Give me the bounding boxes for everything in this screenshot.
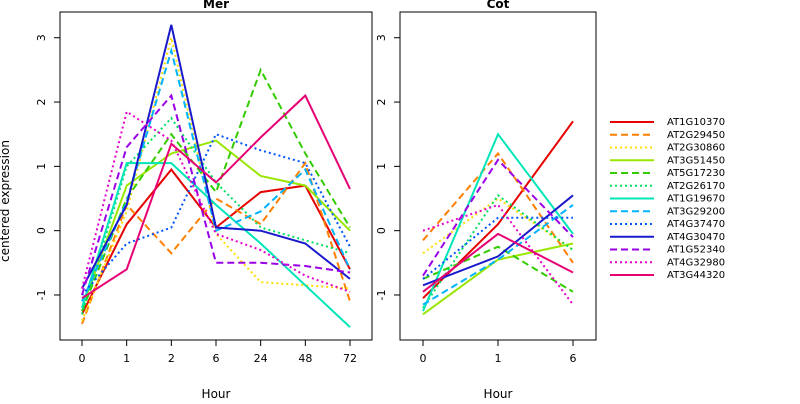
legend-label: AT1G52340	[667, 245, 725, 256]
y-tick-label: 1	[35, 163, 48, 170]
x-tick-label: 24	[254, 352, 268, 365]
x-tick-label: 72	[343, 352, 357, 365]
plot-frame	[59, 11, 373, 341]
legend-label: AT3G29200	[667, 206, 725, 217]
y-tick-label: 3	[375, 34, 388, 41]
series-line-at5g17230	[422, 245, 574, 293]
y-tick-label: 2	[375, 99, 388, 106]
legend-label: AT2G30860	[667, 143, 725, 154]
series-line-at3g29200	[422, 204, 574, 306]
series-line-at2g26170	[422, 193, 574, 309]
series-line-at2g29450	[81, 160, 351, 325]
x-tick-label: 0	[79, 352, 86, 365]
series-line-at3g44320	[81, 93, 351, 300]
panel-title: Cot	[487, 0, 510, 11]
x-tick-label: 48	[298, 352, 312, 365]
x-axis-label: Hour	[484, 387, 513, 400]
x-tick-label: 0	[420, 352, 427, 365]
series-line-at2g29450	[422, 151, 574, 264]
legend-label: AT2G29450	[667, 130, 725, 141]
y-tick-label: -1	[35, 289, 48, 300]
y-tick-label: 0	[35, 227, 48, 234]
legend-label: AT1G10370	[667, 117, 725, 128]
x-axis-label: Hour	[202, 387, 231, 400]
series-line-at3g44320	[422, 232, 574, 293]
x-tick-label: 6	[570, 352, 577, 365]
series-line-at1g19670	[422, 132, 574, 312]
series-line-at1g10370	[422, 120, 574, 299]
legend-label: AT5G17230	[667, 168, 725, 179]
x-tick-label: 6	[213, 352, 220, 365]
series-line-at4g32980	[422, 203, 574, 306]
panel-mer: Mer 0 1 2 6 24 48 72 Hour -1 0 1 2 3	[35, 0, 373, 401]
y-tick-label: 3	[35, 34, 48, 41]
legend-label: AT4G30470	[667, 232, 725, 243]
x-tick-label: 2	[168, 352, 175, 365]
series-line-at1g52340	[422, 158, 574, 277]
series-line-at3g29200	[81, 46, 351, 302]
legend-label: AT3G44320	[667, 270, 725, 281]
series-line-at1g52340	[81, 93, 351, 296]
y-tick-label: 0	[375, 227, 388, 234]
series-line-at4g30470	[422, 194, 574, 287]
panel-cot: Cot 0 1 6 Hour -1 0 1 2 3	[375, 0, 597, 401]
series-line-at3g51450	[422, 242, 574, 316]
legend-label: AT3G51450	[667, 155, 725, 166]
x-tick-label: 1	[123, 352, 130, 365]
legend-label: AT4G37470	[667, 219, 725, 230]
series-line-at3g51450	[81, 139, 351, 309]
y-tick-label: 2	[35, 99, 48, 106]
legend-label: AT4G32980	[667, 257, 725, 268]
series-line-at4g37470	[422, 216, 573, 280]
y-tick-label: 1	[375, 163, 388, 170]
series-line-at4g30470	[81, 24, 351, 289]
y-tick-label: -1	[375, 289, 388, 300]
legend-label: AT1G19670	[667, 194, 725, 205]
legend-label: AT2G26170	[667, 181, 725, 192]
panel-title: Mer	[203, 0, 229, 11]
series-line-at2g30860	[422, 197, 574, 255]
series-line-at4g32980	[81, 110, 351, 293]
series-line-at1g19670	[81, 162, 351, 328]
x-tick-label: 1	[495, 352, 502, 365]
y-axis-label: centered expression	[0, 140, 12, 262]
